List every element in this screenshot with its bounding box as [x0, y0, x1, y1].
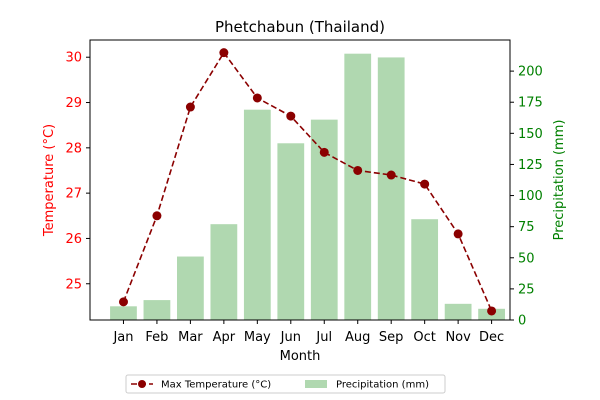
precipitation-bar-feb: [143, 300, 171, 320]
temperature-point-mar: [185, 102, 195, 112]
left-tick-label-27: 27: [65, 187, 82, 202]
temperature-point-jul: [319, 147, 329, 157]
temperature-point-nov: [453, 229, 463, 239]
x-tick-label-sep: Sep: [379, 330, 404, 345]
left-tick-label-28: 28: [65, 141, 82, 156]
temperature-line-series: [118, 48, 497, 316]
temperature-line: [122, 51, 493, 312]
right-tick-label-50: 50: [518, 251, 535, 266]
precipitation-bar-apr: [210, 224, 238, 320]
precipitation-bar-jan: [110, 306, 137, 320]
x-axis-title: Month: [280, 349, 321, 364]
legend-marker-swatch: [138, 380, 146, 388]
right-tick-label-75: 75: [518, 220, 535, 235]
right-tick-label-175: 175: [518, 96, 543, 111]
x-tick-label-jul: Jul: [315, 330, 332, 345]
left-tick-label-29: 29: [65, 96, 82, 111]
chart-title: Phetchabun (Thailand): [215, 18, 385, 36]
left-tick-label-30: 30: [65, 51, 82, 66]
precipitation-bar-aug: [344, 53, 372, 320]
x-tick-label-nov: Nov: [445, 330, 471, 345]
x-tick-label-dec: Dec: [479, 330, 504, 345]
legend-box: [125, 374, 446, 394]
precipitation-bars: [110, 53, 505, 321]
precipitation-bar-mar: [177, 256, 204, 320]
left-axis-title: Temperature (°C): [42, 124, 57, 237]
precipitation-bar-sep: [377, 57, 405, 321]
legend-label-temperature: Max Temperature (°C): [161, 380, 271, 391]
x-tick-label-mar: Mar: [178, 330, 203, 345]
x-tick-label-aug: Aug: [345, 330, 370, 345]
x-tick-label-jun: Jun: [280, 330, 301, 345]
temperature-point-aug: [353, 165, 363, 175]
x-tick-label-oct: Oct: [413, 330, 435, 345]
temperature-point-apr: [219, 48, 229, 58]
precipitation-bar-nov: [444, 303, 472, 320]
chart-legend: Max Temperature (°C) Precipitation (mm): [125, 374, 446, 394]
temperature-point-jun: [286, 111, 296, 121]
right-axis-title: Precipitation (mm): [552, 120, 567, 241]
right-tick-label-100: 100: [518, 189, 543, 204]
x-tick-label-apr: Apr: [213, 330, 236, 345]
right-tick-label-200: 200: [518, 65, 543, 80]
chart-axes: Jan Feb Mar Apr May Jun Jul Aug Sep Oct Nov Dec 25 26…: [65, 51, 542, 345]
temperature-point-feb: [152, 211, 162, 221]
legend-label-precipitation: Precipitation (mm): [336, 380, 429, 391]
plot-frame: [89, 39, 511, 321]
precipitation-bar-may: [243, 109, 271, 320]
precipitation-bar-jun: [277, 143, 305, 320]
plot-frame-border: [89, 39, 511, 321]
temperature-point-oct: [420, 179, 430, 189]
legend-bar-swatch: [305, 380, 327, 388]
x-tick-label-feb: Feb: [145, 330, 168, 345]
temperature-point-dec: [487, 306, 497, 316]
left-tick-label-25: 25: [65, 277, 82, 292]
temperature-point-may: [252, 93, 262, 103]
precipitation-bar-oct: [411, 219, 439, 320]
right-tick-label-25: 25: [518, 282, 535, 297]
right-tick-label-125: 125: [518, 158, 543, 173]
right-tick-label-150: 150: [518, 127, 543, 142]
x-tick-label-may: May: [244, 330, 271, 345]
left-tick-label-26: 26: [65, 232, 82, 247]
right-tick-label-0: 0: [518, 314, 526, 329]
temperature-point-sep: [386, 170, 396, 180]
x-tick-label-jan: Jan: [112, 330, 133, 345]
temperature-point-jan: [118, 297, 128, 307]
